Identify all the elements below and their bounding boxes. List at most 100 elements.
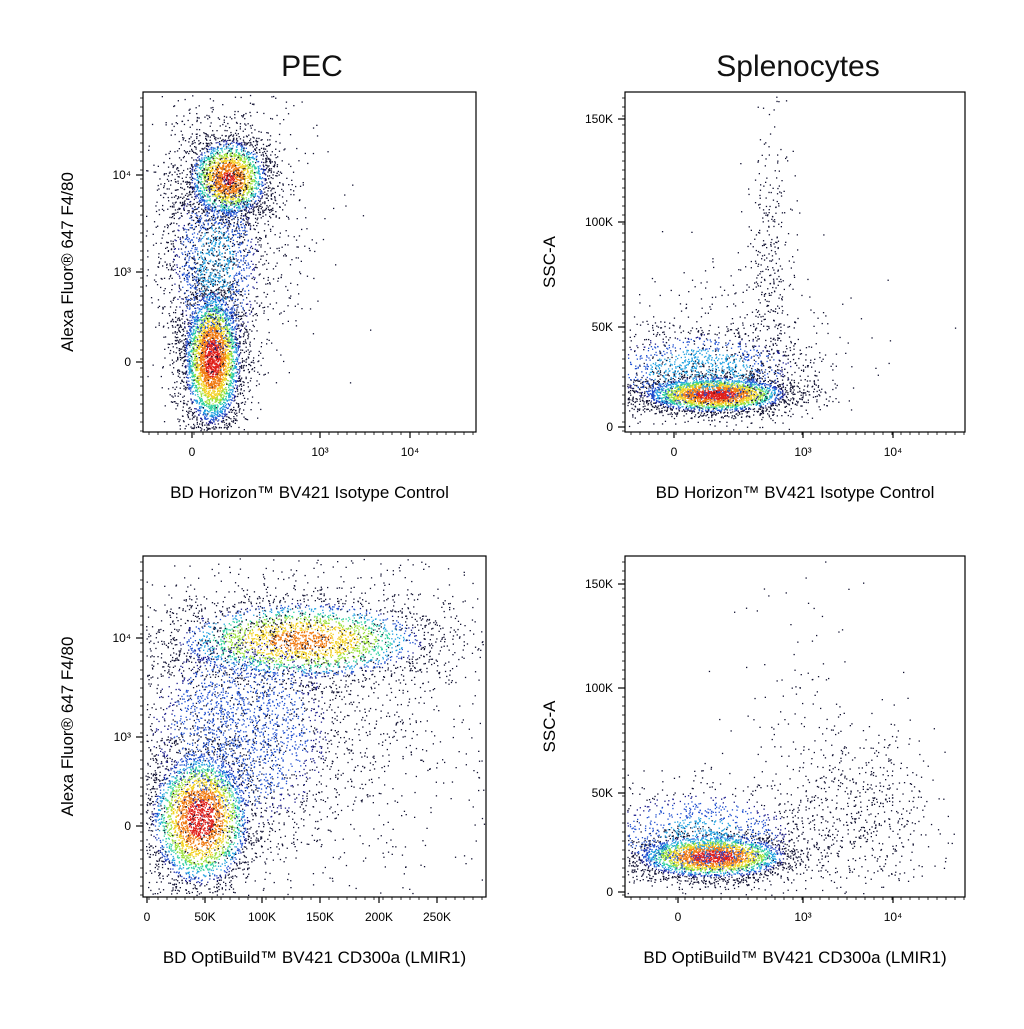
data-point <box>205 414 206 415</box>
data-point <box>209 117 210 118</box>
data-point <box>212 366 213 367</box>
data-point <box>260 200 261 201</box>
data-point <box>253 357 254 358</box>
data-point <box>171 163 172 164</box>
data-point <box>223 377 224 378</box>
data-point <box>212 399 213 400</box>
data-point <box>207 393 208 394</box>
data-point <box>229 383 230 384</box>
data-point <box>243 385 244 386</box>
data-point <box>201 419 202 420</box>
data-point <box>218 288 219 289</box>
data-point <box>243 153 244 154</box>
data-point <box>256 330 257 331</box>
data-point <box>183 406 184 407</box>
data-point <box>226 148 227 149</box>
data-point <box>178 340 179 341</box>
data-point <box>208 388 209 389</box>
data-point <box>220 381 221 382</box>
data-point <box>200 154 201 155</box>
data-point <box>268 200 269 201</box>
data-point <box>244 360 245 361</box>
data-point <box>259 351 260 352</box>
data-point <box>262 202 263 203</box>
data-point <box>216 398 217 399</box>
data-point <box>221 339 222 340</box>
column-title-pec: PEC <box>162 50 462 84</box>
data-point <box>245 224 246 225</box>
data-point <box>182 416 183 417</box>
data-point <box>272 174 273 175</box>
data-point <box>266 155 267 156</box>
data-point <box>223 354 224 355</box>
data-point <box>262 193 263 194</box>
data-point <box>170 394 171 395</box>
data-point <box>212 130 213 131</box>
data-point <box>230 359 231 360</box>
data-point <box>193 330 194 331</box>
data-point <box>223 334 224 335</box>
data-point <box>222 394 223 395</box>
data-point <box>200 353 201 354</box>
data-point <box>194 193 195 194</box>
data-point <box>254 279 255 280</box>
data-point <box>238 316 239 317</box>
data-point <box>222 381 223 382</box>
data-point <box>248 349 249 350</box>
data-point <box>214 410 215 411</box>
data-point <box>159 322 160 323</box>
data-point <box>206 201 207 202</box>
data-point <box>208 200 209 201</box>
data-point <box>216 204 217 205</box>
data-point <box>228 320 229 321</box>
data-point <box>224 312 225 313</box>
data-point <box>261 197 262 198</box>
data-point <box>214 385 215 386</box>
data-point <box>229 312 230 313</box>
data-point <box>255 177 256 178</box>
data-point <box>251 369 252 370</box>
data-point <box>196 353 197 354</box>
data-point <box>193 360 194 361</box>
data-point <box>222 403 223 404</box>
data-point <box>218 423 219 424</box>
data-point <box>189 320 190 321</box>
data-point <box>181 358 182 359</box>
data-point <box>230 155 231 156</box>
data-point <box>226 419 227 420</box>
data-point <box>173 351 174 352</box>
data-point <box>220 207 221 208</box>
data-point <box>247 212 248 213</box>
data-point <box>179 320 180 321</box>
data-point <box>214 390 215 391</box>
data-point <box>202 337 203 338</box>
data-point <box>172 327 173 328</box>
data-point <box>205 341 206 342</box>
data-point <box>183 421 184 422</box>
data-point <box>217 325 218 326</box>
data-point <box>221 276 222 277</box>
data-point <box>183 388 184 389</box>
data-point <box>233 374 234 375</box>
data-point <box>245 249 246 250</box>
data-point <box>215 139 216 140</box>
data-point <box>274 166 275 167</box>
data-point <box>223 379 224 380</box>
data-point <box>251 183 252 184</box>
data-point <box>189 210 190 211</box>
data-point <box>196 417 197 418</box>
data-point <box>184 339 185 340</box>
data-point <box>206 298 207 299</box>
data-point <box>229 127 230 128</box>
data-point <box>243 220 244 221</box>
data-point <box>197 409 198 410</box>
data-point <box>252 173 253 174</box>
data-point <box>204 378 205 379</box>
data-point <box>212 403 213 404</box>
data-point <box>223 343 224 344</box>
data-point <box>194 383 195 384</box>
data-point <box>196 418 197 419</box>
data-point <box>234 179 235 180</box>
data-point <box>228 387 229 388</box>
data-point <box>208 406 209 407</box>
